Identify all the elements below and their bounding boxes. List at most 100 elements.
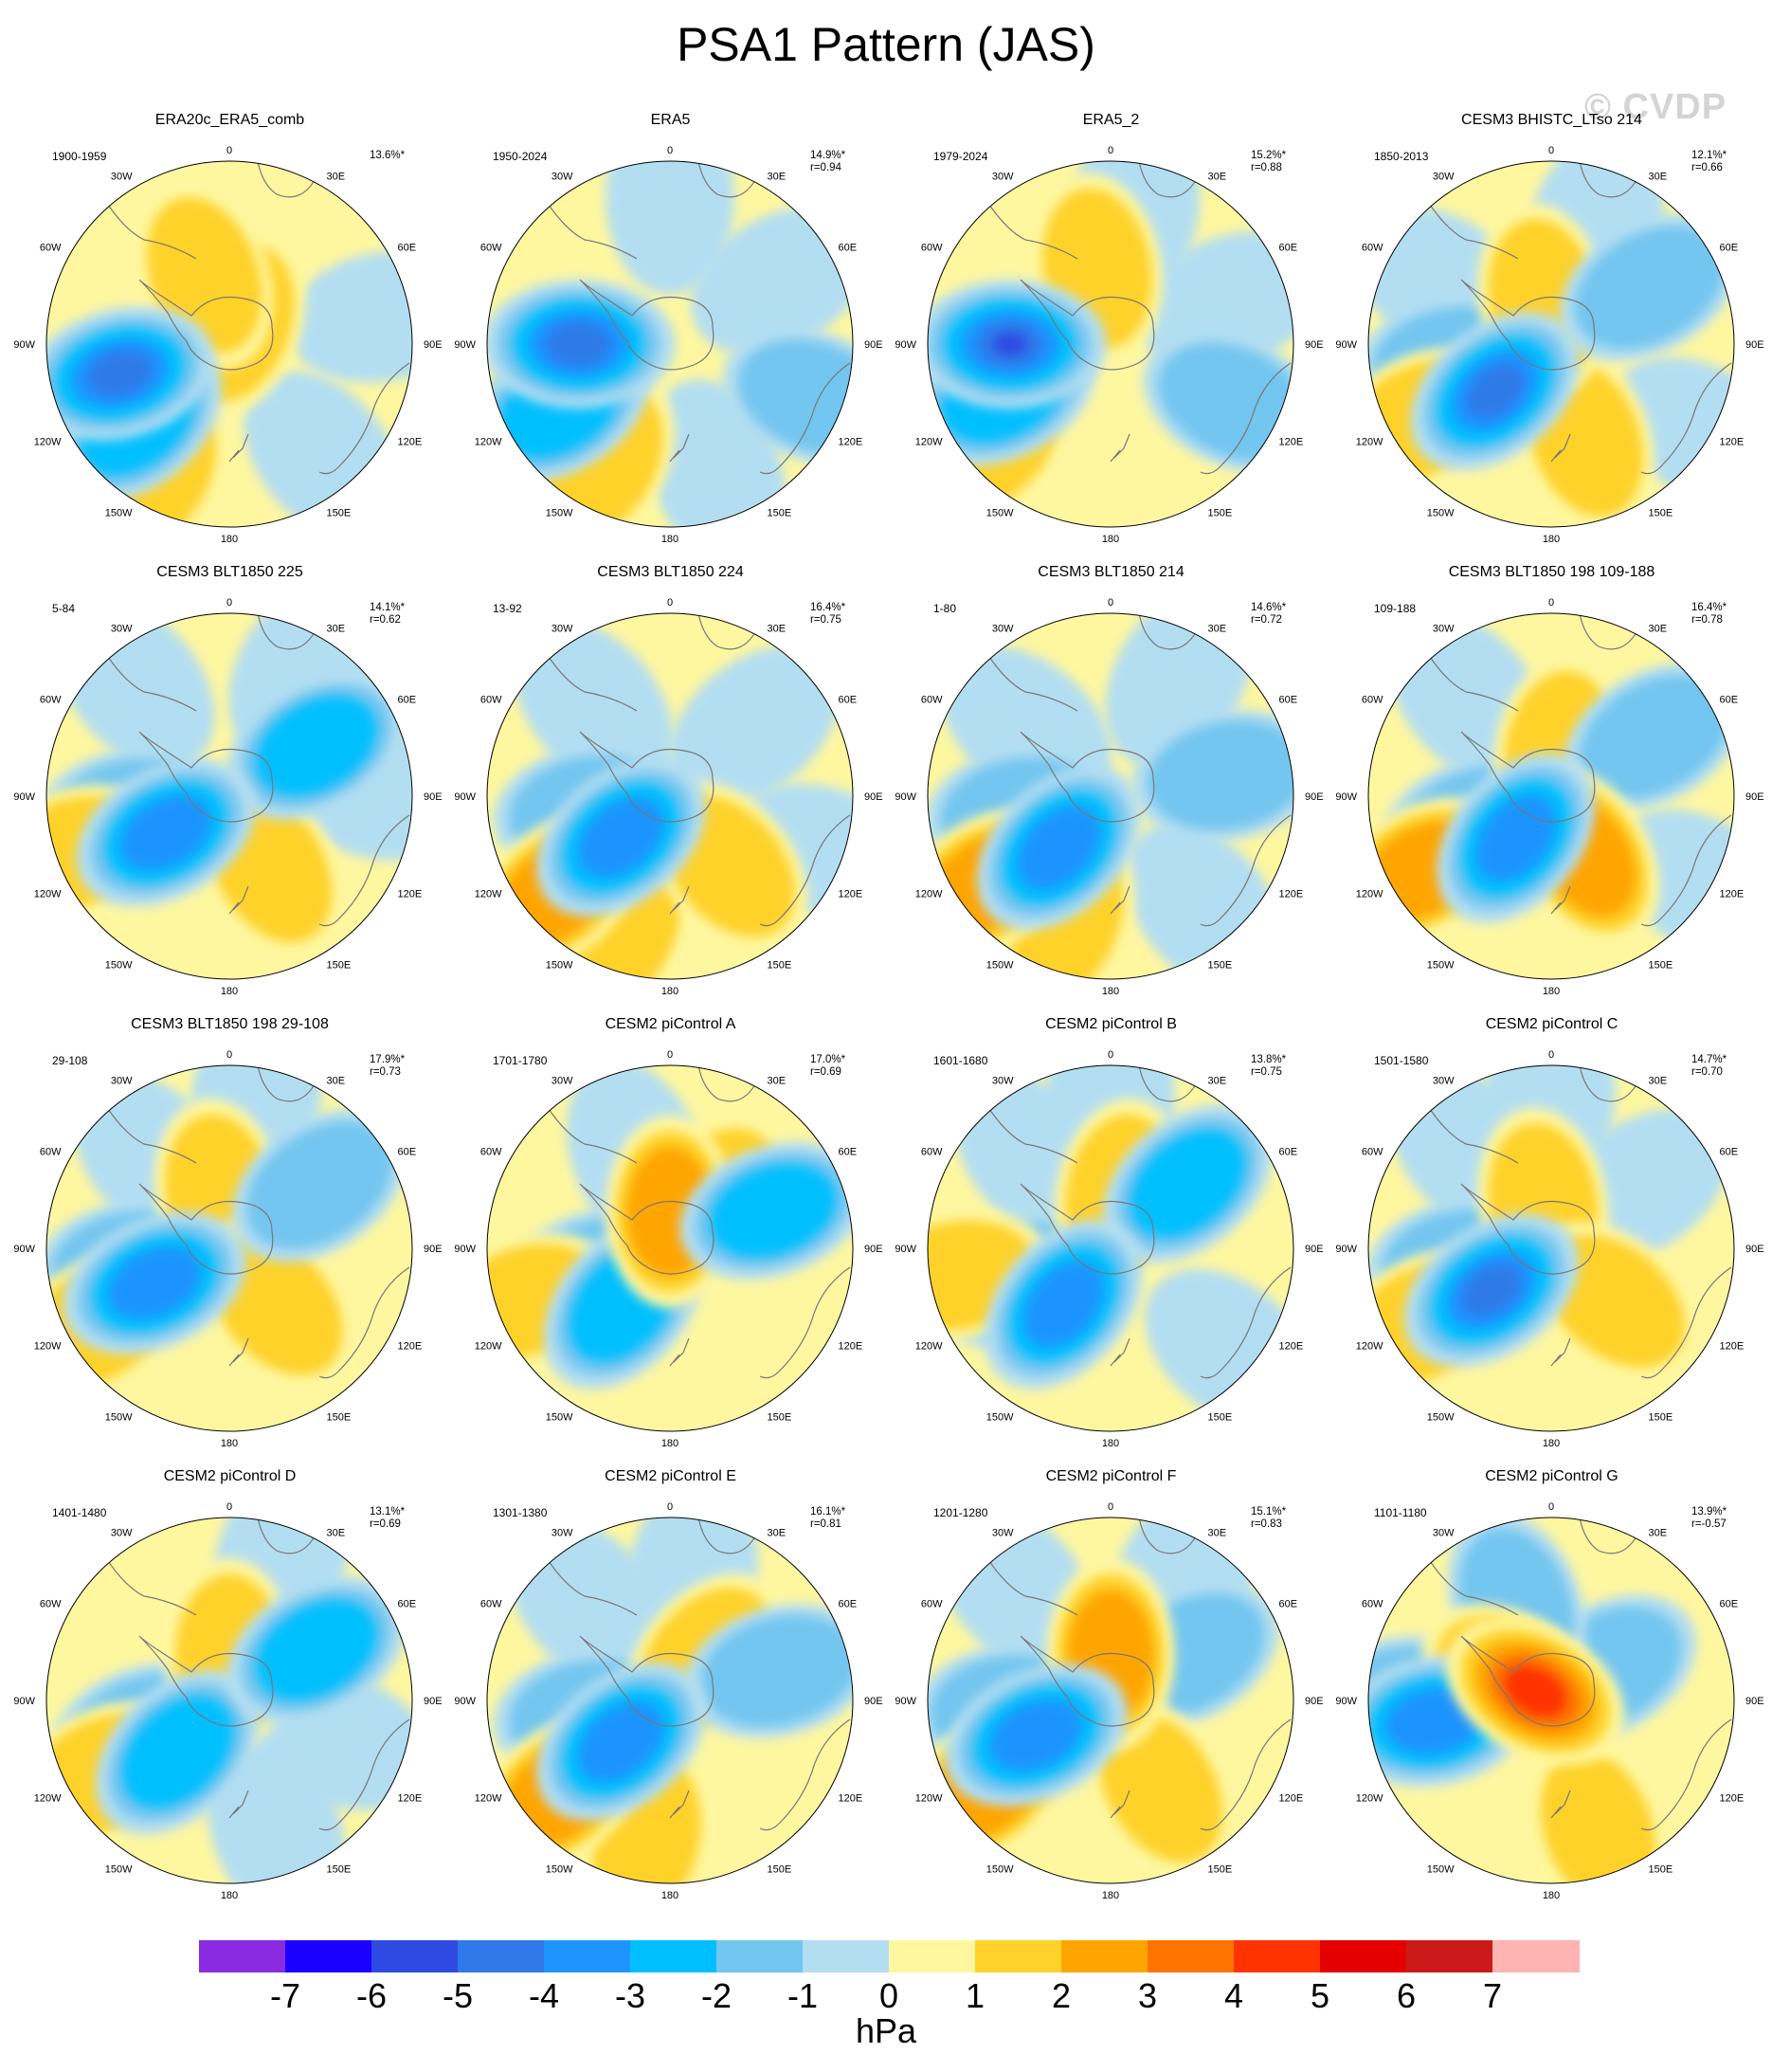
south-america-coastline [105, 653, 197, 712]
map-border [927, 612, 1294, 980]
map-panel: CESM2 piControl B 1601-1680 13.8%* r=0.75 0 3… [891, 1016, 1331, 1466]
pattern-correlation: r=0.75 [810, 614, 841, 626]
anomaly-contour [992, 333, 1027, 355]
longitude-label: 120E [398, 1341, 423, 1353]
longitude-label: 90E [1305, 1244, 1324, 1255]
longitude-label: 120E [839, 1341, 863, 1353]
panel-years: 1201-1280 [933, 1506, 988, 1519]
longitude-label: 180 [221, 986, 238, 997]
longitude-label: 120E [1720, 1341, 1745, 1353]
panel-years: 29-108 [52, 1054, 88, 1067]
anomaly-contour [700, 1614, 853, 1728]
polar-map: 0 30E 60E 90E 120E 150E 180 150W 120W 90W 60W 30W [13, 597, 442, 997]
africa-coastline [1579, 1065, 1637, 1102]
longitude-label: 30W [1433, 1528, 1455, 1539]
longitude-label: 90E [424, 1244, 443, 1255]
longitude-label: 150E [768, 1412, 792, 1424]
pattern-correlation: r=-0.57 [1691, 1518, 1727, 1530]
colorbar-tick-label: -7 [269, 1976, 301, 2015]
longitude-label: 150W [986, 960, 1014, 972]
africa-coastline [1138, 161, 1197, 198]
longitude-label: 90W [13, 791, 35, 803]
variance-explained: 15.1%* [1251, 1506, 1287, 1518]
longitude-label: 30E [768, 172, 787, 183]
longitude-label: 60E [839, 1599, 858, 1610]
longitude-label: 150E [1649, 960, 1673, 972]
australia-coastline [1640, 1266, 1732, 1379]
pattern-correlation: r=0.83 [1251, 1518, 1282, 1530]
new-zealand-coastline [1550, 1790, 1571, 1819]
new-zealand-coastline [669, 433, 690, 463]
longitude-label: 30E [1208, 1528, 1227, 1539]
longitude-label: 120E [1279, 1341, 1304, 1353]
longitude-label: 90E [1305, 1696, 1324, 1707]
polar-map: 0 30E 60E 90E 120E 150E 180 150W 120W 90W 60W 30W [454, 597, 882, 997]
longitude-label: 120E [398, 889, 423, 900]
australia-coastline [318, 1718, 410, 1831]
map-panel: CESM3 BLT1850 224 13-92 16.4%* r=0.75 0 30E 60… [450, 564, 891, 1014]
pattern-correlation: r=0.73 [370, 1066, 401, 1078]
longitude-label: 120E [1279, 437, 1304, 448]
longitude-label: 150W [546, 508, 573, 519]
panel-title: CESM2 piControl G [1485, 1468, 1618, 1484]
longitude-label: 150E [1208, 508, 1233, 519]
longitude-label: 120W [34, 1341, 62, 1353]
map-panel: CESM3 BLT1850 225 5-84 14.1%* r=0.62 0 30E 60E… [9, 564, 450, 1014]
anomaly-contour [1612, 809, 1734, 957]
longitude-label: 150W [1427, 1412, 1455, 1424]
longitude-label: 30E [1649, 624, 1668, 635]
panel-stats: 13.8%* r=0.75 [1251, 1054, 1286, 1079]
polar-map: 0 30E 60E 90E 120E 150E 180 150W 120W 90W 60W 30W [1335, 1501, 1764, 1901]
longitude-label: 60W [1362, 695, 1383, 706]
map-panel: CESM3 BLT1850 214 1-80 14.6%* r=0.72 0 30E 60E… [891, 564, 1331, 1014]
colorbar-tick-label: -1 [787, 1976, 819, 2015]
watermark: © CVDP [1584, 87, 1727, 127]
anomaly-contour [514, 620, 674, 791]
longitude-label: 0 [1548, 1049, 1554, 1061]
anomaly-contour [256, 1600, 377, 1700]
pattern-correlation: r=0.66 [1691, 162, 1723, 173]
panel-stats: 16.4%* r=0.78 [1691, 602, 1727, 627]
longitude-label: 30W [551, 1076, 573, 1087]
panel-title: CESM3 BLT1850 225 [156, 564, 303, 580]
panel-years: 1850-2013 [1374, 150, 1429, 163]
longitude-label: 30W [551, 172, 573, 183]
longitude-label: 150W [546, 1412, 573, 1424]
anomaly-contour [606, 161, 734, 295]
longitude-label: 150W [105, 508, 133, 519]
longitude-label: 180 [1102, 1890, 1119, 1901]
panel-stats: 17.0%* r=0.69 [810, 1054, 845, 1079]
colorbar-tick-label: 2 [1051, 1976, 1072, 2015]
longitude-label: 150E [1208, 1864, 1233, 1876]
longitude-label: 120E [1279, 889, 1304, 900]
panel-title: CESM3 BLT1850 198 29-108 [131, 1016, 329, 1032]
australia-coastline [1200, 1266, 1292, 1379]
pattern-correlation: r=0.88 [1251, 162, 1282, 173]
colorbar-tick-label: -5 [442, 1976, 474, 2015]
longitude-label: 150E [1649, 508, 1673, 519]
south-america-coastline [986, 1557, 1078, 1616]
anomaly-contour [578, 797, 664, 878]
map-panel: CESM3 BLT1850 198 109-188 109-188 16.4%* r=… [1331, 564, 1772, 1014]
pattern-correlation: r=0.94 [810, 162, 841, 173]
colorbar-segment [1234, 1940, 1321, 1972]
longitude-label: 150E [768, 1864, 792, 1876]
antarctica-coastline [1020, 1183, 1155, 1275]
panel-title: CESM2 piControl B [1045, 1016, 1177, 1032]
polar-map: 0 30E 60E 90E 120E 150E 180 150W 120W 90W 60W 30W [454, 1501, 882, 1901]
longitude-label: 150E [1649, 1412, 1673, 1424]
longitude-label: 0 [1108, 1049, 1113, 1061]
variance-explained: 14.6%* [1251, 602, 1287, 613]
colorbar-segment [803, 1940, 890, 1972]
anomaly-contour [737, 339, 853, 455]
longitude-label: 30E [768, 1076, 787, 1087]
longitude-label: 90E [1745, 1696, 1764, 1707]
longitude-label: 120W [475, 437, 502, 448]
longitude-label: 60E [1720, 695, 1739, 706]
anomaly-contour [87, 350, 153, 397]
anomaly-contour [1579, 675, 1729, 799]
longitude-label: 120W [34, 889, 62, 900]
map-panel: CESM2 piControl D 1401-1480 13.1%* r=0.69 0 3… [9, 1468, 450, 1918]
polar-map: 0 30E 60E 90E 120E 150E 180 150W 120W 90W 60W 30W [454, 1049, 882, 1449]
new-zealand-coastline [1550, 885, 1571, 915]
